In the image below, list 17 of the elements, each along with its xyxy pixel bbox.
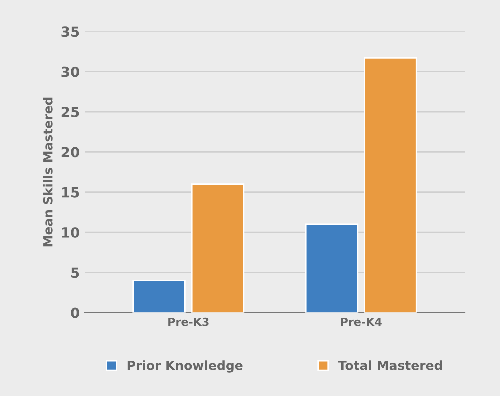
y-tick-label: 20: [62, 147, 80, 158]
y-tick-label: 10: [62, 227, 80, 238]
legend-label: Prior Knowledge: [128, 360, 243, 373]
y-tick-label: 5: [72, 268, 80, 278]
bar: [364, 57, 418, 313]
y-tick-label: 15: [62, 187, 80, 198]
x-tick-label: Pre-K3: [168, 318, 209, 326]
bar: [305, 224, 359, 313]
legend-label: Total Mastered: [338, 360, 442, 370]
y-axis-title: Mean Skills Mastered: [43, 98, 53, 247]
bar: [191, 184, 245, 313]
y-tick-label: 0: [71, 308, 80, 318]
y-tick-label: 25: [62, 106, 80, 118]
y-tick-label: 35: [62, 26, 80, 38]
x-tick-label: Pre-K4: [341, 318, 382, 326]
bar: [132, 280, 186, 313]
y-tick-label: 30: [62, 66, 80, 78]
